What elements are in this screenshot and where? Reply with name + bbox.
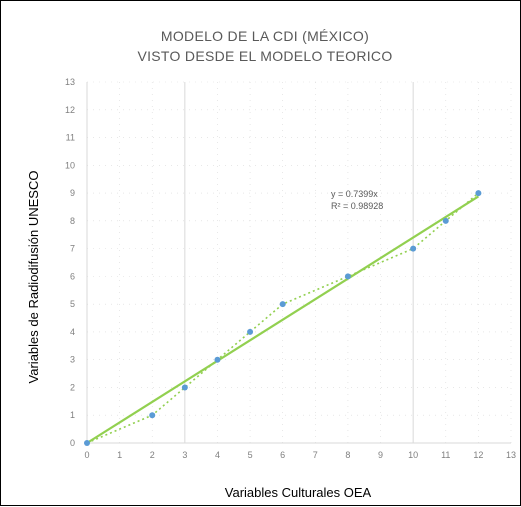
- x-axis-title: Variables Culturales OEA: [225, 485, 372, 500]
- x-tick-label: 0: [84, 450, 89, 460]
- y-tick-label: 1: [70, 410, 75, 420]
- y-tick-label: 7: [70, 244, 75, 254]
- y-tick-label: 13: [65, 77, 75, 87]
- x-tick-label: 9: [378, 450, 383, 460]
- r-squared-label: R² = 0.98928: [331, 201, 383, 211]
- y-tick-label: 2: [70, 382, 75, 392]
- data-point: [149, 412, 156, 419]
- x-tick-label: 8: [345, 450, 350, 460]
- x-tick-label: 4: [215, 450, 220, 460]
- trendline-equation: y = 0.7399x: [331, 189, 378, 199]
- gridlines: [86, 81, 512, 444]
- chart-subtitle: VISTO DESDE EL MODELO TEORICO: [137, 48, 392, 64]
- series-connector-line: [86, 192, 479, 444]
- x-tick-label: 5: [248, 450, 253, 460]
- y-tick-label: 3: [70, 355, 75, 365]
- y-tick-label: 8: [70, 216, 75, 226]
- x-tick-label: 13: [506, 450, 516, 460]
- data-point: [214, 356, 221, 363]
- chart-title: MODELO DE LA CDI (MÉXICO): [161, 28, 369, 44]
- y-tick-label: 6: [70, 271, 75, 281]
- trendline-layer: [86, 195, 479, 444]
- y-tick-label: 4: [70, 327, 75, 337]
- y-tick-label: 5: [70, 299, 75, 309]
- data-point: [84, 440, 90, 446]
- y-tick-label: 0: [70, 438, 75, 448]
- x-tick-label: 7: [313, 450, 318, 460]
- x-tick-label: 2: [150, 450, 155, 460]
- y-tick-label: 12: [65, 105, 75, 115]
- y-tick-label: 11: [66, 133, 75, 143]
- data-point: [181, 384, 188, 391]
- data-point: [475, 190, 482, 197]
- x-tick-label: 6: [280, 450, 285, 460]
- y-tick-label: 9: [70, 188, 75, 198]
- data-series: [84, 190, 482, 446]
- x-tick-label: 1: [117, 450, 122, 460]
- x-tick-label: 10: [408, 450, 418, 460]
- data-point: [279, 301, 286, 308]
- data-point: [410, 245, 417, 252]
- x-tick-label: 12: [473, 450, 483, 460]
- data-point: [344, 273, 351, 280]
- data-point: [247, 328, 254, 335]
- linear-trendline: [86, 195, 479, 444]
- y-axis-title: Variables de Radiodifusión UNESCO: [26, 171, 41, 384]
- y-tick-label: 10: [65, 160, 75, 170]
- x-tick-label: 3: [182, 450, 187, 460]
- data-point: [442, 217, 449, 224]
- x-tick-label: 11: [441, 450, 450, 460]
